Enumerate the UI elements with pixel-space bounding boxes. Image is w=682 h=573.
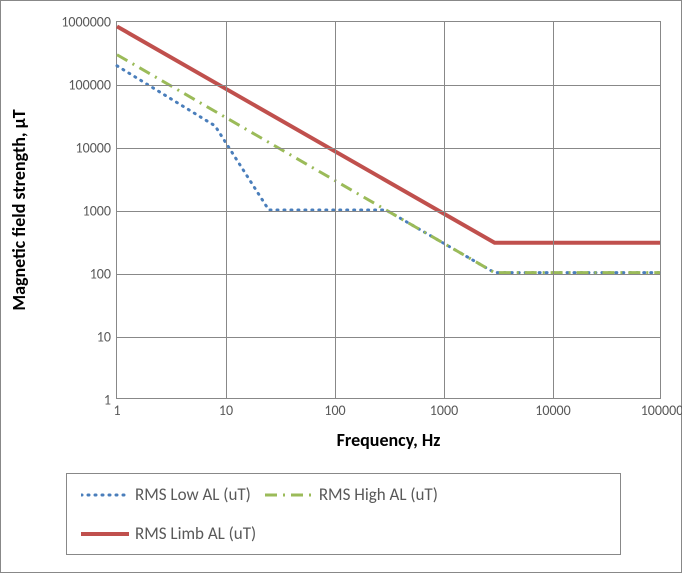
gridline-v [226, 22, 227, 398]
legend-label: RMS Low AL (uT) [135, 484, 251, 505]
y-tick-label: 1000000 [61, 14, 111, 31]
y-axis-title: Magnetic field strength, µT [8, 109, 30, 310]
legend-label: RMS High AL (uT) [319, 484, 438, 505]
x-tick-label: 10 [219, 402, 233, 419]
legend-swatch [81, 485, 129, 505]
y-tick-label: 1000 [83, 203, 111, 220]
gridline-v [553, 22, 554, 398]
y-tick-label: 1 [104, 392, 111, 409]
y-tick-label: 100000 [68, 77, 111, 94]
legend-swatch [81, 524, 129, 544]
y-tick-label: 10000 [76, 140, 111, 157]
gridline-h [117, 274, 660, 275]
x-axis-title: Frequency, Hz [337, 429, 441, 451]
x-tick-label: 10000 [535, 402, 570, 419]
legend-label: RMS Limb AL (uT) [135, 523, 256, 544]
legend-swatch [265, 485, 313, 505]
series-line [117, 55, 660, 273]
chart-container: Magnetic field strength, µT 110100100010… [0, 0, 682, 573]
gridline-v [335, 22, 336, 398]
x-tick-label: 1 [113, 402, 120, 419]
gridline-h [117, 148, 660, 149]
legend: RMS Low AL (uT) RMS High AL (uT) RMS Limb … [66, 473, 621, 555]
legend-item: RMS Limb AL (uT) [81, 523, 256, 544]
gridline-h [117, 85, 660, 86]
x-tick-label: 1000 [430, 402, 458, 419]
gridline-v [444, 22, 445, 398]
gridline-h [117, 337, 660, 338]
gridline-h [117, 211, 660, 212]
plot-area: 1101001000100001000001000000110100100010… [116, 21, 661, 399]
x-tick-label: 100000 [641, 402, 682, 419]
legend-item: RMS Low AL (uT) [81, 484, 251, 505]
chart-lines [117, 22, 660, 398]
y-tick-label: 100 [90, 266, 111, 283]
y-tick-label: 10 [97, 329, 111, 346]
legend-item: RMS High AL (uT) [265, 484, 438, 505]
x-tick-label: 100 [324, 402, 345, 419]
